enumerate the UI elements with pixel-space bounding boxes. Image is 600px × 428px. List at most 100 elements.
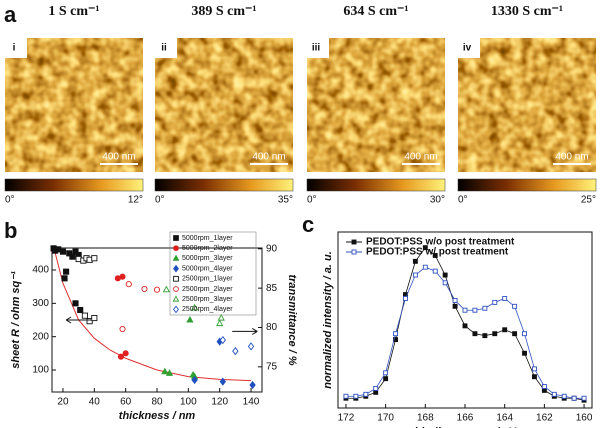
legend-marker [173,264,179,273]
point [161,367,169,375]
x-tick-label: 166 [457,413,474,424]
y-tick-label: 200 [32,331,49,342]
point [532,374,537,380]
y2-tick-label: 80 [266,322,278,333]
legend-marker [173,245,179,252]
afm-image [307,38,445,172]
point [122,350,129,357]
tag-box [458,38,480,58]
x-axis-label: binding energy / eV [414,426,517,428]
point [66,250,73,257]
point [153,286,161,293]
point [422,264,428,270]
legend-marker [173,275,179,282]
x-tick-label: 170 [377,413,394,424]
afm-image [5,38,143,172]
point [522,331,527,337]
point [373,389,379,395]
point [186,315,194,323]
point [61,275,68,282]
legend-label: 5000rpm_4layer [182,265,233,272]
point [343,393,349,399]
colorbar [4,178,144,192]
y-axis-label: sheet R / ohm sq⁻¹ [10,271,22,369]
y2-tick-label: 90 [266,243,278,254]
plot-frame [337,231,593,409]
point [452,297,458,303]
y-tick-label: 300 [32,298,49,309]
point [571,395,577,401]
x-tick-label: 160 [576,413,593,424]
point [383,376,389,382]
point [373,385,379,391]
point [190,303,199,311]
point [422,245,428,251]
image-title: 389 S cm⁻¹ [191,4,256,19]
colorbar [306,178,446,192]
point [492,331,498,337]
point [81,312,88,319]
point [125,281,132,288]
point [403,296,408,301]
image-tag: ii [161,43,167,54]
x-tick-label: 100 [180,397,197,408]
point [432,268,438,274]
y2-tick-label: 75 [266,361,278,372]
x-tick-label: 120 [211,397,228,408]
colorbar-max: 25° [581,195,596,206]
legend-marker [351,239,357,245]
point [69,253,76,260]
point [452,303,458,309]
point [232,346,239,356]
point [393,337,398,343]
point [561,393,567,399]
series-line [345,266,585,399]
colorbar [457,178,597,192]
x-tick-label: 40 [89,397,101,408]
legend-label: 2500rpm_4layer [182,306,233,313]
point [492,299,498,305]
point [541,387,547,393]
scale-bar-label: 400 nm [102,152,135,163]
y-axis-label: normalized intensity / a. u. [322,251,334,389]
point [472,307,478,313]
colorbar [154,178,294,192]
point [119,325,126,333]
point [117,353,125,360]
legend-marker [351,249,357,255]
point [412,272,418,278]
legend-marker [173,235,179,241]
point [502,296,508,301]
legend-label: 2500rpm_2layer [182,286,233,293]
image-tag: i [13,43,16,54]
scale-bar-label: 400 nm [404,152,437,163]
point [502,327,508,333]
image-tag: iv [463,43,472,54]
x-tick-label: 168 [417,413,434,424]
image-title: 1330 S cm⁻¹ [491,4,563,19]
scale-bar-label: 400 nm [252,152,285,163]
y2-axis-label: transmittance / % [286,274,298,365]
legend-label: 5000rpm_2layer [182,245,233,252]
legend-marker [172,254,180,261]
point [141,285,148,292]
tag-box [307,38,329,58]
panel-label: b [4,218,17,243]
x-tick-label: 162 [536,413,553,424]
point [162,285,171,293]
point [217,313,225,321]
legend-marker [172,295,180,302]
afm-image [155,38,293,172]
point [512,331,518,337]
panel-label: c [302,212,314,237]
colorbar-min: 0° [458,195,468,206]
point [581,395,587,401]
point [393,331,398,337]
point [482,305,488,311]
colorbar-max: 30° [430,195,445,206]
point [541,384,547,389]
point [219,335,226,345]
point [462,307,468,313]
point [165,369,174,376]
point [247,342,255,351]
